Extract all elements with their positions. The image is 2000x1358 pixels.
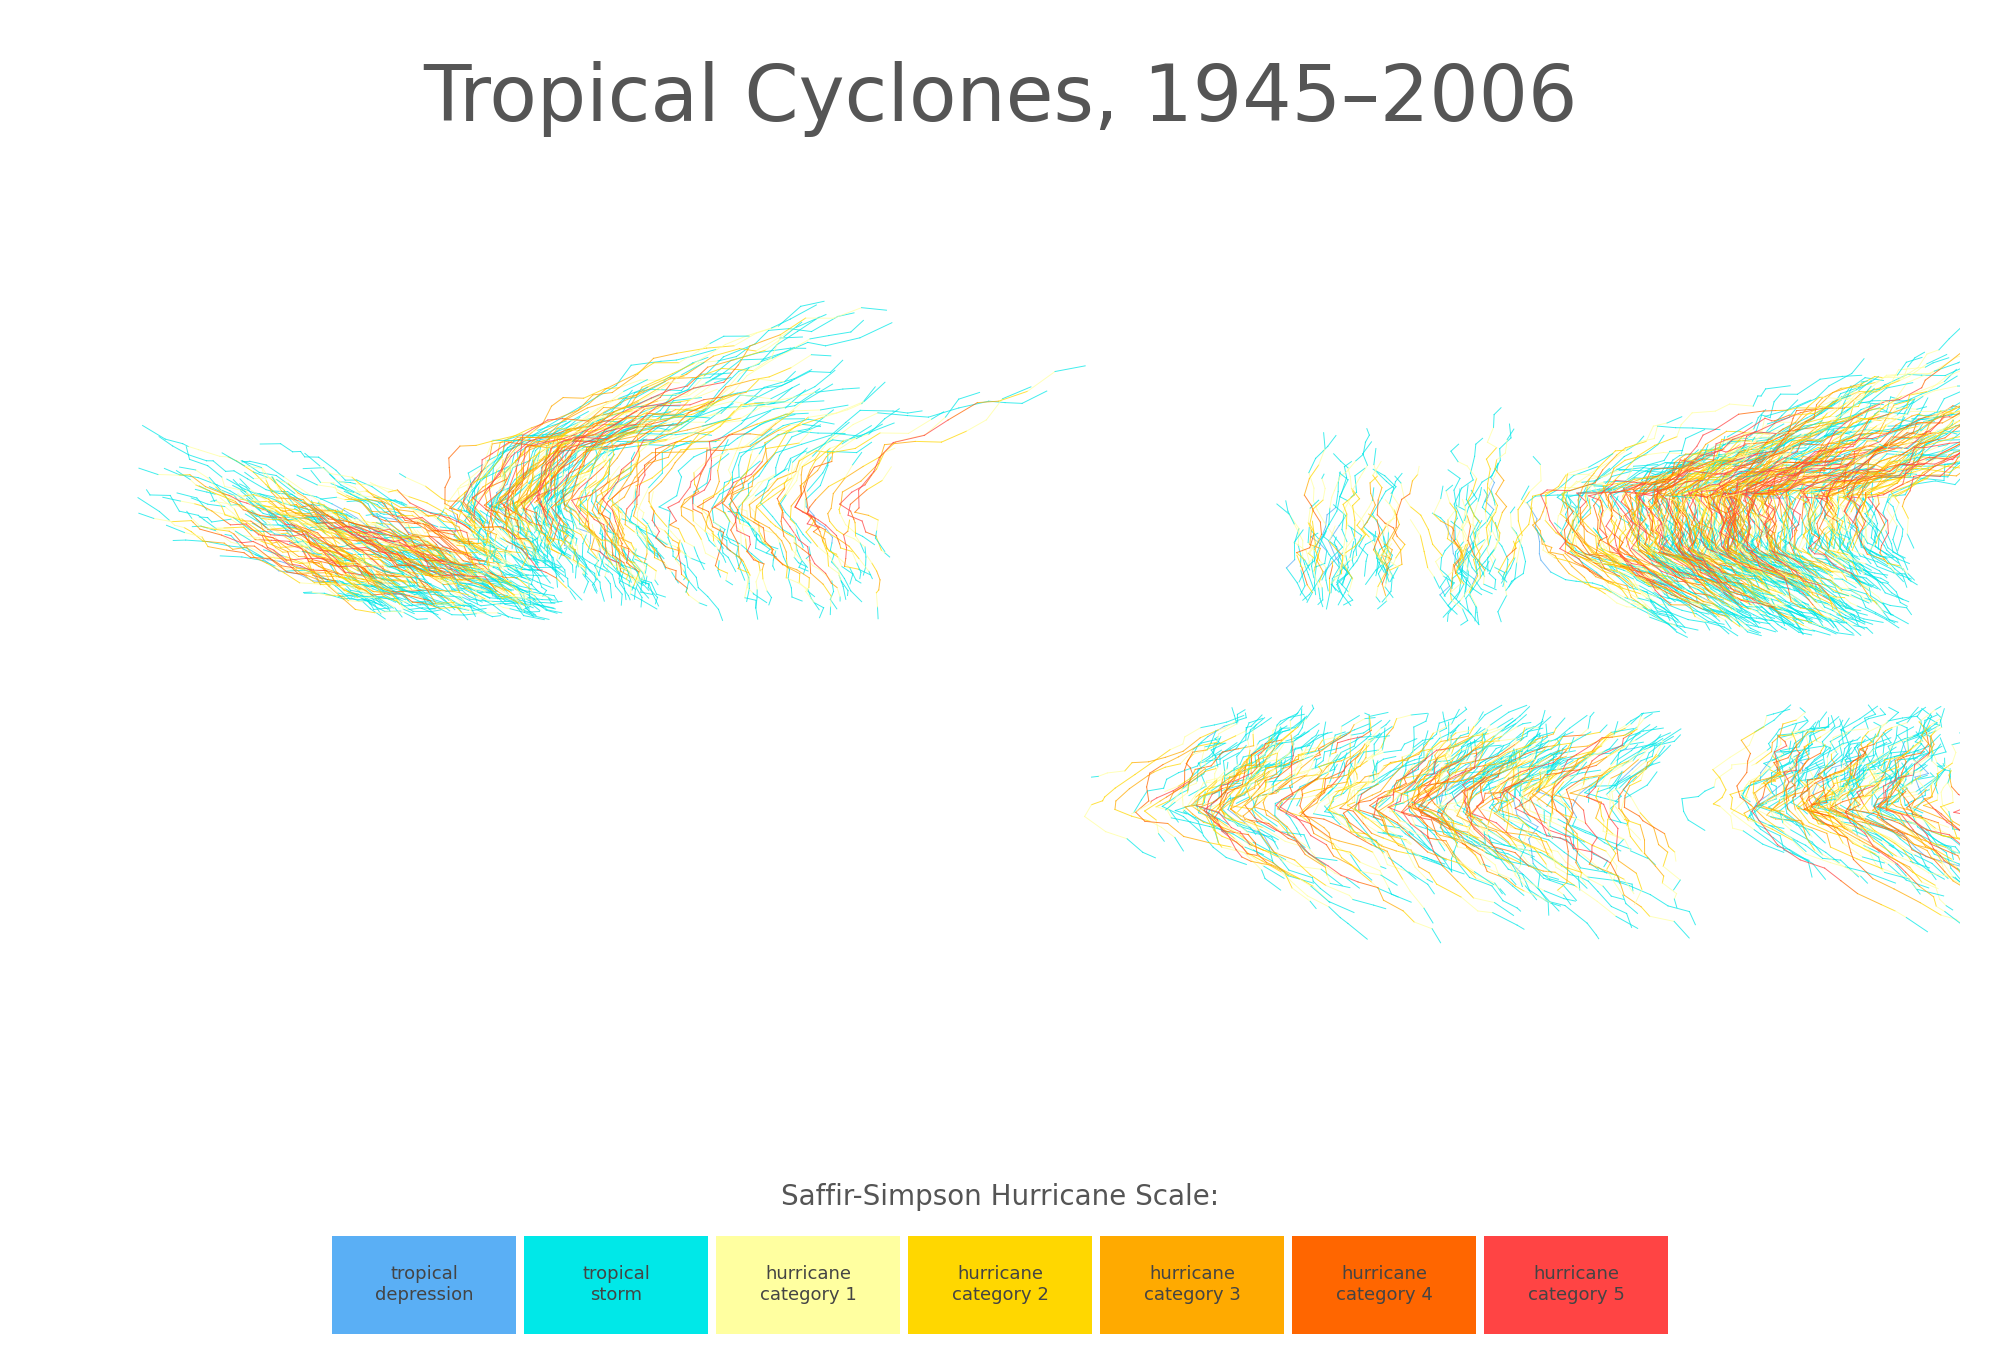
Text: hurricane
category 4: hurricane category 4: [1336, 1266, 1432, 1304]
Text: Tropical Cyclones, 1945–2006: Tropical Cyclones, 1945–2006: [422, 61, 1578, 137]
Text: hurricane
category 2: hurricane category 2: [952, 1266, 1048, 1304]
Text: hurricane
category 3: hurricane category 3: [1144, 1266, 1240, 1304]
Text: hurricane
category 5: hurricane category 5: [1528, 1266, 1624, 1304]
Text: Saffir-Simpson Hurricane Scale:: Saffir-Simpson Hurricane Scale:: [780, 1183, 1220, 1211]
Text: hurricane
category 1: hurricane category 1: [760, 1266, 856, 1304]
Text: tropical
depression: tropical depression: [374, 1266, 474, 1304]
Text: tropical
storm: tropical storm: [582, 1266, 650, 1304]
